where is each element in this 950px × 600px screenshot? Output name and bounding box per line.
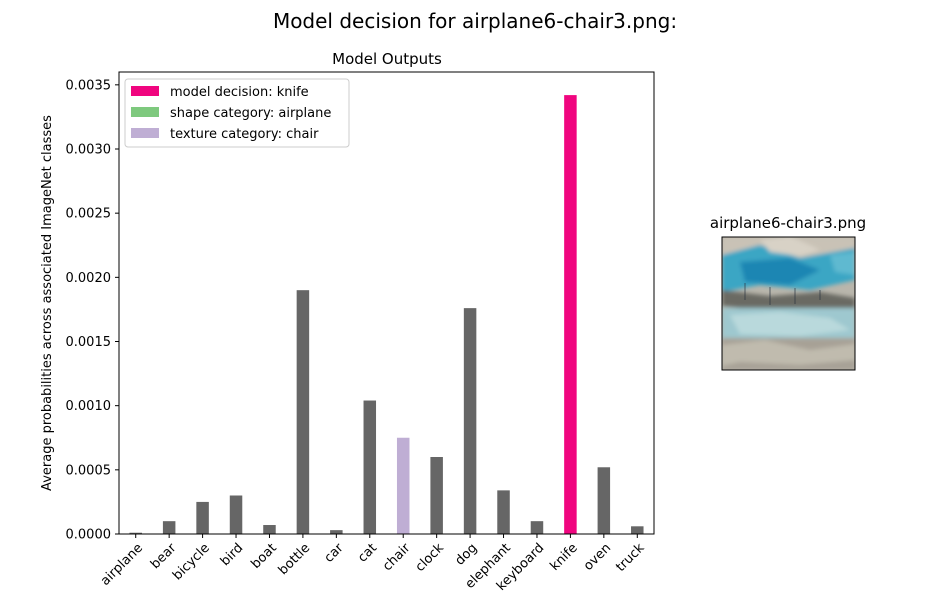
legend-swatch-texture-category [131,128,159,138]
x-tick-label-clock: clock [413,540,448,575]
x-tick-label-bottle: bottle [276,541,313,578]
chart-title: Model Outputs [332,50,442,68]
x-tick-label-knife: knife [547,541,580,574]
bar-truck [631,526,644,534]
x-tick-label-oven: oven [581,541,614,574]
legend-label-texture-category: texture category: chair [170,127,319,142]
y-tick-label: 0.0035 [66,78,112,93]
legend-box [124,78,350,148]
bar-airplane [129,532,142,534]
bar-bottle [296,290,310,534]
plot-frame [118,71,655,535]
y-tick-label: 0.0030 [66,143,112,158]
bar-car [330,530,343,534]
bar-oven [597,467,611,534]
bar-chair [396,437,410,534]
x-tick-label-bicycle: bicycle [170,541,213,584]
x-tick-label-car: car [322,540,348,566]
legend-label-model-decision: model decision: knife [170,85,309,100]
bar-dog [463,308,477,534]
bar-cat [363,400,377,534]
x-tick-label-truck: truck [613,540,648,575]
bar-bicycle [196,501,209,534]
figure-suptitle: Model decision for airplane6-chair3.png: [273,9,677,33]
legend-label-shape-category: shape category: airplane [170,106,331,121]
legend-swatch-shape-category [131,107,159,117]
bar-knife [564,95,577,534]
bar-clock [430,457,443,534]
bar-boat [263,525,276,534]
stylized-airplane-texture-image [722,237,855,370]
bar-bird [229,495,243,534]
y-tick-label: 0.0025 [66,207,112,222]
y-tick-label: 0.0005 [66,463,112,478]
x-tick-label-chair: chair [380,540,414,574]
bar-bear [162,521,176,534]
bar-elephant [497,490,510,534]
x-tick-label-cat: cat [355,541,380,566]
y-tick-label: 0.0010 [66,399,112,414]
x-tick-label-airplane: airplane [98,541,146,589]
bar-keyboard [530,521,544,534]
x-tick-label-dog: dog [452,541,480,569]
legend-swatch-model-decision [131,86,159,96]
y-tick-label: 0.0020 [66,271,112,286]
y-tick-label: 0.0000 [66,528,112,543]
legend: model decision: knife shape category: air… [124,78,350,148]
x-tick-label-bird: bird [218,541,246,569]
image-panel-title: airplane6-chair3.png [710,214,866,232]
image-panel-frame [721,236,856,371]
y-axis-label: Average probabilities across associated … [40,115,55,491]
y-tick-label: 0.0015 [66,335,112,350]
